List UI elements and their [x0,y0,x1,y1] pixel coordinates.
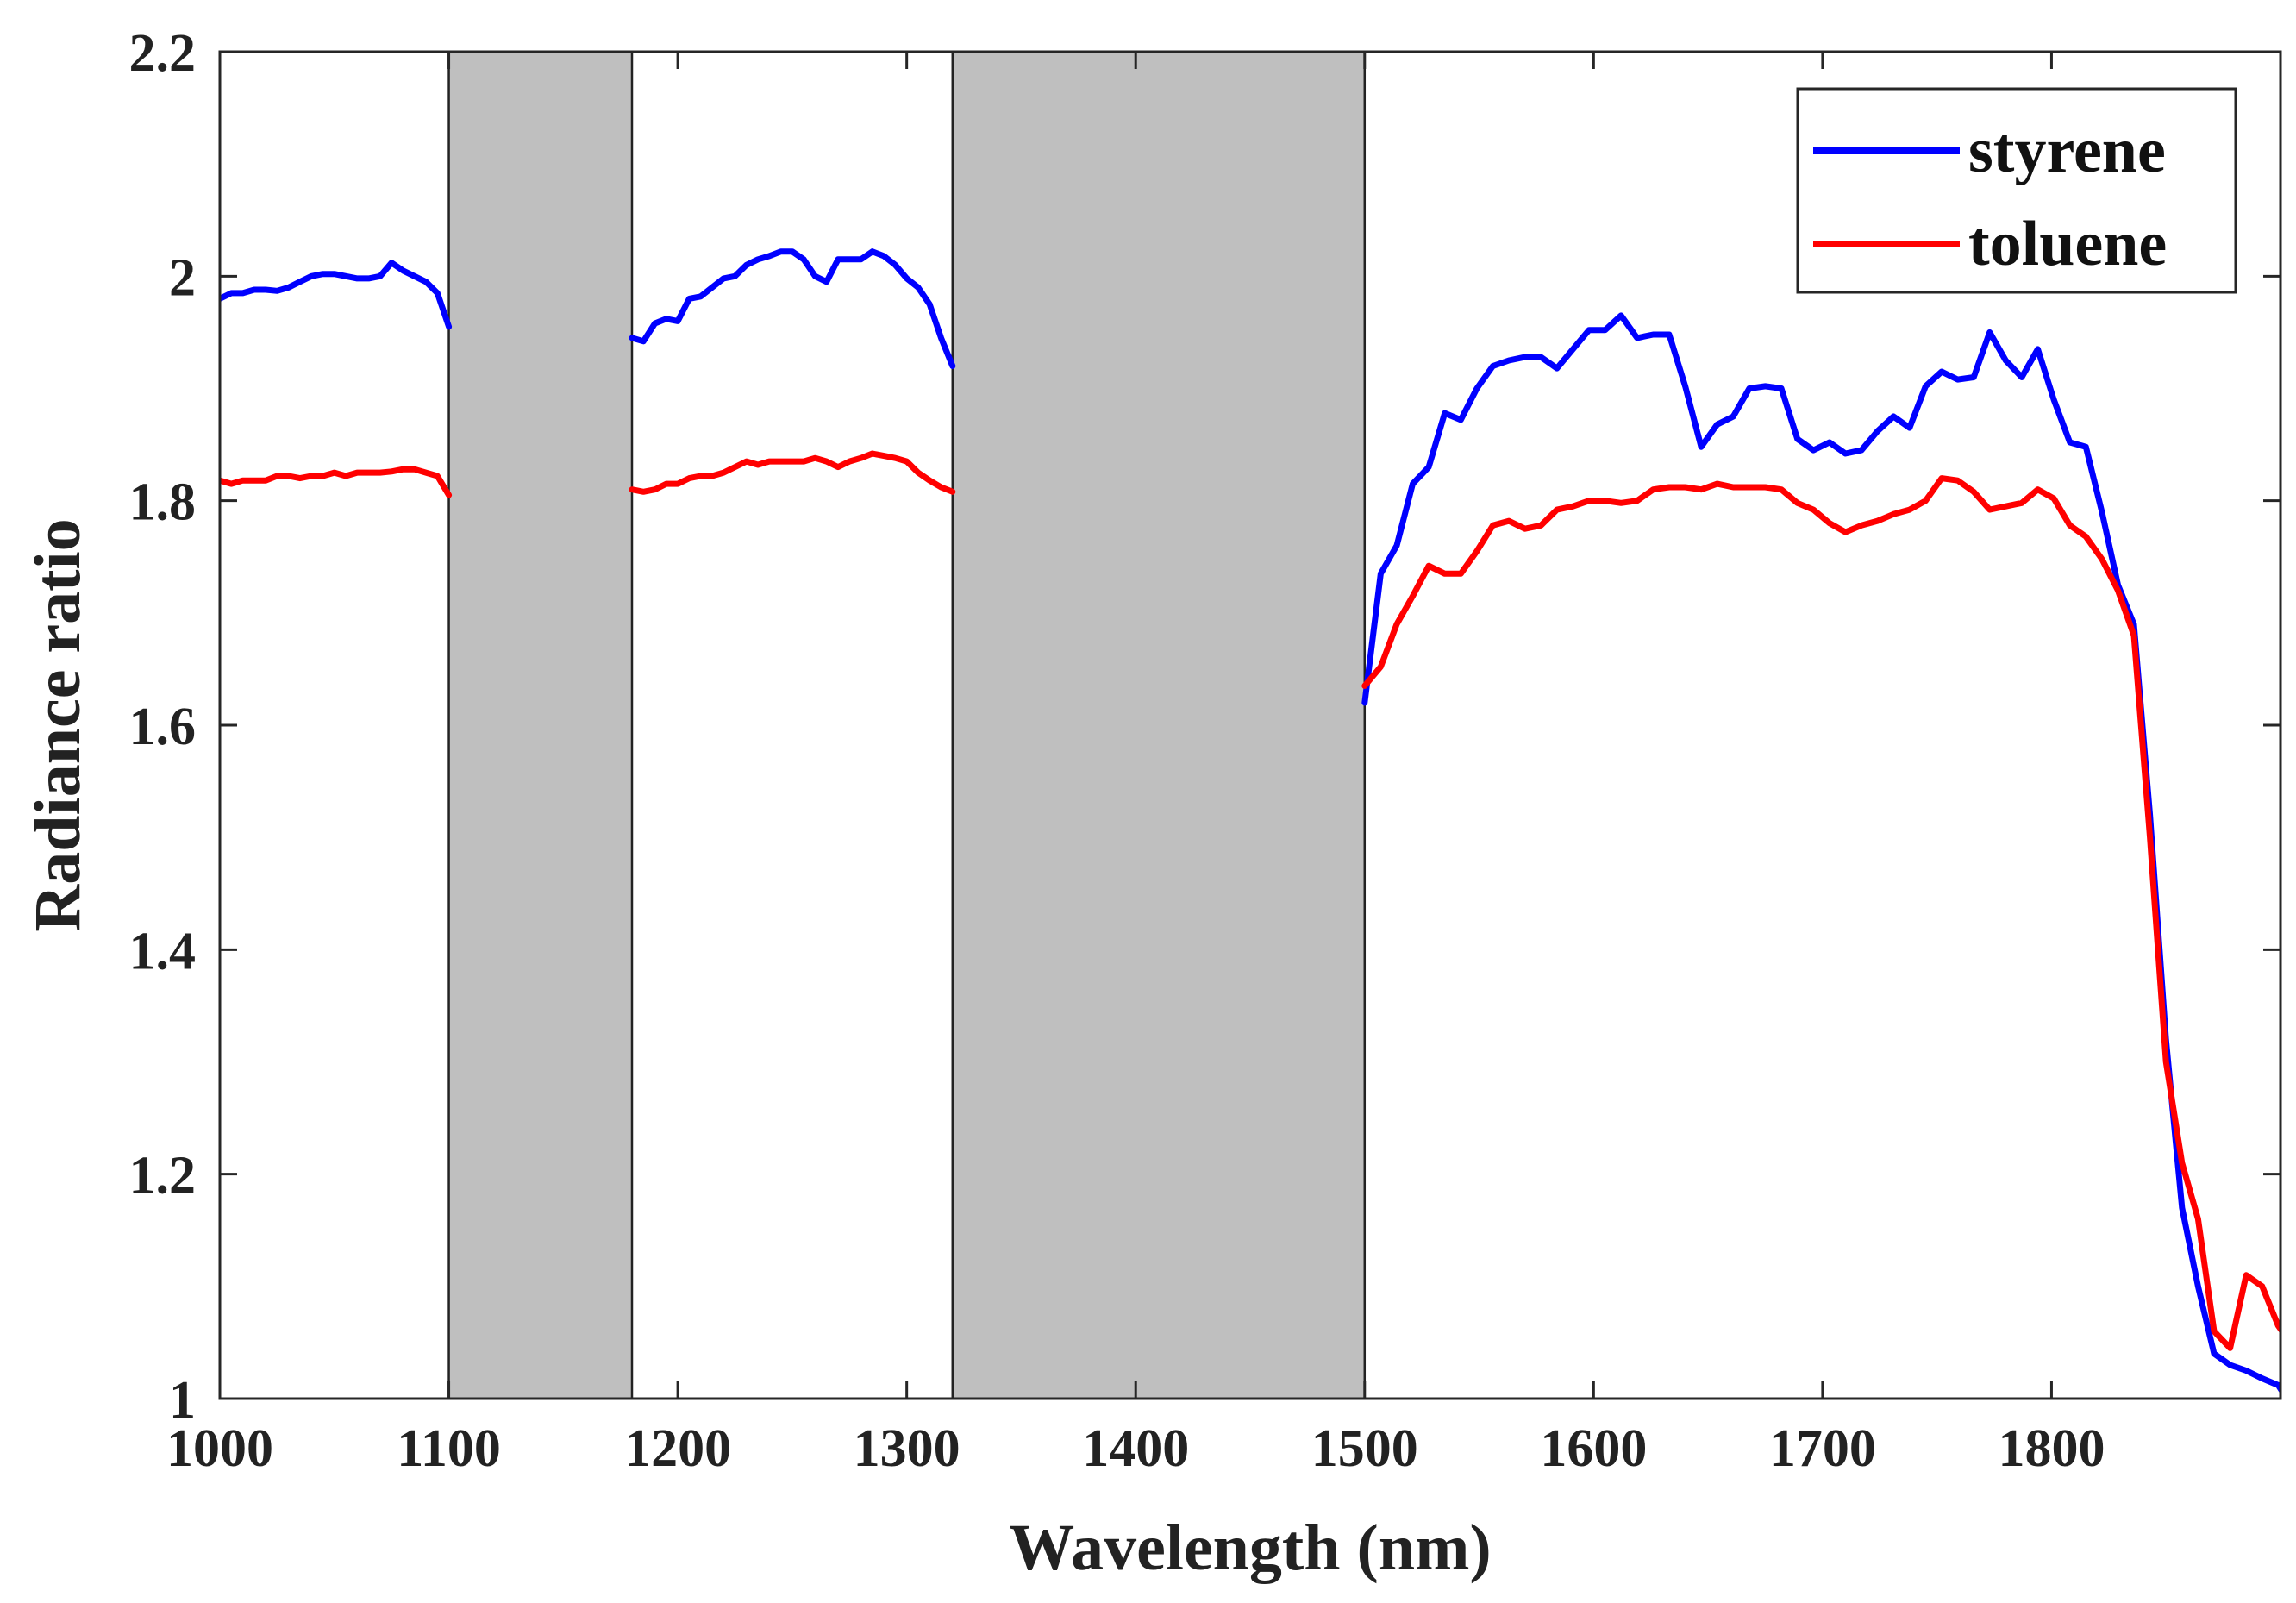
y-tick-label: 1.2 [129,1147,197,1205]
x-tick-label: 1300 [854,1419,960,1478]
shaded-band-2 [951,50,1367,1400]
y-tick-label: 1.4 [129,922,197,980]
series-styrene-segment-1 [220,260,453,330]
series-styrene-segment-3 [1361,312,2280,1394]
x-tick-label: 1000 [166,1419,273,1478]
legend: styrene toluene [1796,87,2237,294]
x-tick-label: 1500 [1311,1419,1418,1478]
series-toluene-segment-2 [629,450,956,495]
legend-box [1796,87,2237,294]
y-tick-label: 2.2 [129,24,197,83]
series-lines [220,248,2280,1394]
y-tick-label: 1.8 [129,473,197,532]
x-tick-label: 1800 [1998,1419,2105,1478]
x-tick-label: 1700 [1769,1419,1876,1478]
axis-ticks: 1000 1100 1200 1300 1400 1500 1600 1700 1800 1 1.2… [129,24,2280,1478]
y-tick-label: 1.6 [129,698,197,756]
x-tick-label: 1100 [397,1419,501,1478]
x-tick-label: 1600 [1540,1419,1647,1478]
series-toluene-segment-1 [220,466,453,498]
x-tick-label: 1400 [1082,1419,1189,1478]
y-tick-label: 1 [169,1371,196,1430]
series-styrene-segment-2 [629,248,956,369]
y-tick-label: 2 [169,248,196,307]
legend-label-styrene: styrene [1968,116,2166,186]
y-axis-label: Radiance ratio [22,518,94,931]
shaded-band-1 [447,50,634,1400]
series-toluene-segment-3 [1361,475,2280,1351]
shaded-bands [447,50,1367,1400]
x-tick-label: 1200 [624,1419,731,1478]
x-axis-label: Wavelength (nm) [1009,1512,1491,1584]
legend-label-toluene: toluene [1968,209,2167,279]
